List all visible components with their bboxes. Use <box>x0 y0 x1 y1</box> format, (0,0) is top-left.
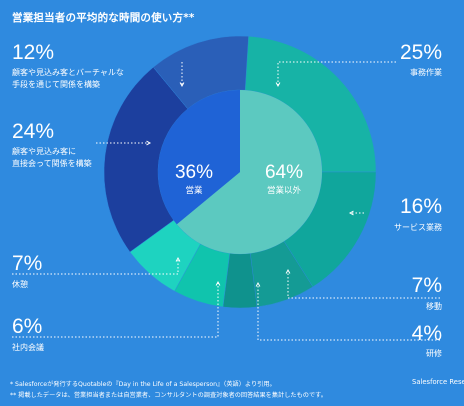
footnote-1: * Salesforceが発行するQuotableの『Day in the Li… <box>10 381 276 388</box>
leader-arrow-7 <box>179 82 185 88</box>
label-in-person: 顧客や見込み客に 直接会って関係を構築 <box>12 147 92 168</box>
pct-service: 16% <box>399 195 442 218</box>
leader-arrow-2 <box>285 268 291 274</box>
leader-arrow-3 <box>255 281 261 287</box>
inner-slice-0 <box>176 90 322 254</box>
pct-sales: 36% <box>174 162 214 183</box>
leader-line-3 <box>257 283 440 341</box>
leader-arrow-1 <box>348 210 354 216</box>
label-service: サービス業務 <box>394 223 442 232</box>
leader-arrow-5 <box>175 256 181 262</box>
leader-line-5 <box>12 258 179 275</box>
pct-training: 4% <box>411 322 442 345</box>
leader-line-4 <box>12 282 219 338</box>
label-break: 休憩 <box>12 280 28 289</box>
leader-line-2 <box>287 270 440 299</box>
inner-slice-1 <box>157 90 240 225</box>
label-training: 研修 <box>426 349 442 358</box>
brand-text: Salesforce Rese <box>412 378 464 386</box>
pct-meeting: 6% <box>12 315 43 338</box>
leader-arrow-0 <box>275 82 281 88</box>
chart-title: 営業担当者の平均的な時間の使い方** <box>12 12 195 24</box>
label-meeting: 社内会議 <box>12 343 44 352</box>
leader-line-0 <box>277 61 396 86</box>
leader-arrow-4 <box>215 280 221 286</box>
label-sales: 営業 <box>185 186 203 196</box>
pct-non-sales: 64% <box>264 162 304 183</box>
label-admin: 事務作業 <box>410 68 442 77</box>
leader-arrow-6 <box>146 140 152 146</box>
footnote-2: ** 掲載したデータは、営業担当者または自営業者、コンサルタントの調査対象者の回… <box>10 392 327 399</box>
pct-travel: 7% <box>411 274 442 297</box>
label-travel: 移動 <box>426 302 442 311</box>
pct-virtual: 12% <box>12 41 55 64</box>
label-virtual: 顧客や見込み客とバーチャルな 手段を通じて関係を構築 <box>12 68 124 89</box>
pct-admin: 25% <box>399 41 442 64</box>
pct-in-person: 24% <box>12 120 55 143</box>
pct-break: 7% <box>12 252 43 275</box>
label-non-sales: 営業以外 <box>266 186 301 196</box>
